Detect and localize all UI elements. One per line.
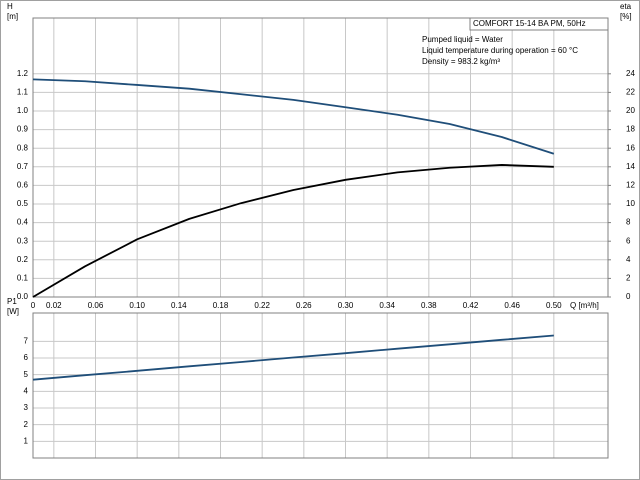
info-line: Density = 983.2 kg/m³ [422,57,500,66]
y-tick-label: 0.2 [17,255,29,264]
y-tick-label: 0.7 [17,162,29,171]
x-tick-label: 0.02 [46,301,62,310]
y-axis-label: P1 [7,297,17,306]
y-tick-label: 1.1 [17,88,29,97]
x-tick-label: 0.30 [338,301,354,310]
series-line [32,164,554,298]
x-tick-label: 0.14 [171,301,187,310]
y2-tick-label: 18 [626,125,635,134]
y2-tick-label: 24 [626,69,635,78]
y2-tick-label: 8 [626,218,631,227]
y-tick-label: 7 [24,336,29,345]
x-tick-label: 0.26 [296,301,312,310]
y2-tick-label: 2 [626,274,631,283]
y2-tick-label: 12 [626,181,635,190]
y2-tick-label: 14 [626,162,635,171]
y-tick-label: 6 [24,353,29,362]
y-tick-label: 5 [24,370,29,379]
y-tick-label: 0.6 [17,181,29,190]
info-line: Liquid temperature during operation = 60… [422,46,578,55]
y-tick-label: 1 [24,436,29,445]
x-tick-label: 0.50 [546,301,562,310]
x-tick-label: 0 [31,301,36,310]
plot-frame [32,17,609,298]
info-title-box [469,17,609,31]
x-tick-label: 0.46 [504,301,520,310]
y-tick-label: 3 [24,403,29,412]
y2-tick-label: 16 [626,143,635,152]
x-tick-label: 0.22 [254,301,270,310]
y-axis-label: H [7,2,13,11]
y2-tick-label: 0 [626,292,631,301]
x-tick-label: 0.10 [129,301,145,310]
y-tick-label: 1.2 [17,69,29,78]
info-line: Pumped liquid = Water [422,35,503,44]
x-axis-label: Q [m³/h] [570,301,599,310]
y-tick-label: 0.3 [17,236,29,245]
y2-tick-label: 4 [626,255,631,264]
x-tick-label: 0.34 [379,301,395,310]
x-tick-label: 0.38 [421,301,437,310]
y-axis-unit: [W] [7,307,19,316]
y-tick-label: 0.0 [17,292,29,301]
y2-tick-label: 6 [626,236,631,245]
x-tick-label: 0.42 [463,301,479,310]
plot-frame [32,312,609,459]
y-tick-label: 1.0 [17,106,29,115]
y-tick-label: 0.1 [17,274,29,283]
y-axis-unit: [m] [7,12,18,21]
series-line [32,334,554,381]
y-tick-label: 0.4 [17,218,29,227]
y2-tick-label: 20 [626,106,635,115]
y-tick-label: 0.9 [17,125,29,134]
y2-tick-label: 22 [626,88,635,97]
series-line [32,78,555,155]
y2-axis-label: eta [620,2,632,11]
y2-axis-unit: [%] [620,12,632,21]
x-tick-label: 0.06 [88,301,104,310]
y-tick-label: 0.8 [17,143,29,152]
y2-tick-label: 10 [626,199,635,208]
y-tick-label: 0.5 [17,199,29,208]
x-tick-label: 0.18 [213,301,229,310]
info-title: COMFORT 15-14 BA PM, 50Hz [473,19,586,28]
y-tick-label: 4 [24,386,29,395]
y-tick-label: 2 [24,420,29,429]
